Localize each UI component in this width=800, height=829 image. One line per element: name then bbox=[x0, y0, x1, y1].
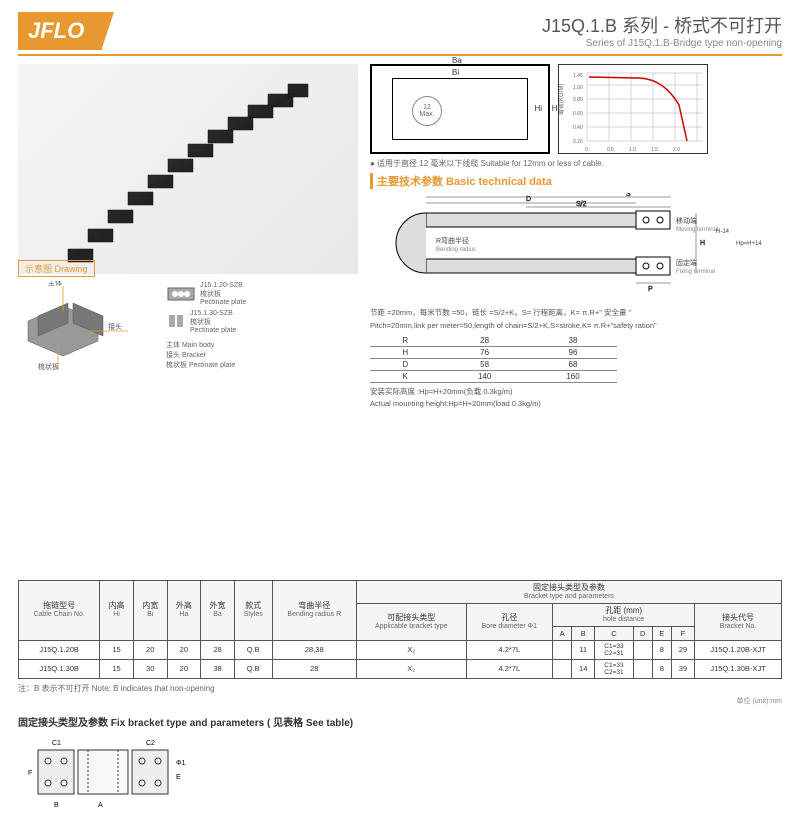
load-graph: 载荷(KG/M) 0 0.5 1.0 1.5 2.0 1.45 1.00 0.8… bbox=[558, 64, 708, 154]
pitch-en: Pitch=20mm,link per meter=50,length of c… bbox=[370, 321, 782, 331]
brand-logo: JFLO bbox=[18, 12, 102, 50]
dim-hi: Hi bbox=[534, 104, 542, 113]
svg-text:P: P bbox=[648, 286, 653, 293]
svg-text:H-14: H-14 bbox=[716, 229, 730, 235]
svg-text:Bending radius: Bending radius bbox=[436, 247, 476, 253]
title-area: J15Q.1.B 系列 - 桥式不可打开 Series of J15Q.1.B-… bbox=[542, 12, 782, 49]
svg-text:F: F bbox=[28, 770, 32, 777]
svg-text:Hp=H+14: Hp=H+14 bbox=[736, 241, 762, 247]
fix-section: 固定接头类型及参数 Fix bracket type and parameter… bbox=[18, 714, 782, 817]
svg-text:0.80: 0.80 bbox=[573, 97, 583, 103]
bracket-diagram: C1 C2 F Φ1 E A B bbox=[18, 735, 218, 815]
svg-text:0.5: 0.5 bbox=[607, 147, 614, 153]
parts-list: J15.1.20-SZB梳状板Pectinate plate J15.1.30-… bbox=[166, 282, 246, 370]
svg-text:S/2: S/2 bbox=[576, 201, 587, 208]
svg-text:H: H bbox=[700, 240, 705, 247]
svg-text:1.45: 1.45 bbox=[573, 73, 583, 79]
dim-bi: Bi bbox=[452, 68, 459, 77]
unit-note: 单位 (unit):mm bbox=[18, 696, 782, 706]
svg-text:R弯曲半径: R弯曲半径 bbox=[436, 236, 469, 245]
svg-text:固定端: 固定端 bbox=[676, 258, 697, 267]
drawing-label: 示意图 Drawing bbox=[18, 260, 95, 277]
svg-text:载荷(KG/M): 载荷(KG/M) bbox=[559, 84, 565, 115]
title-cn: J15Q.1.B 系列 - 桥式不可打开 bbox=[542, 12, 782, 38]
svg-text:1.0: 1.0 bbox=[629, 147, 636, 153]
svg-text:C2: C2 bbox=[146, 740, 155, 747]
rhd-table: R2838 H7696 D5868 K140160 bbox=[370, 335, 617, 383]
svg-text:C1: C1 bbox=[52, 740, 61, 747]
svg-text:梳状板: 梳状板 bbox=[38, 362, 59, 371]
table-row: J15Q.1.20B15202028Q.B28,38X₂4.2*7L11C1=3… bbox=[19, 640, 782, 659]
svg-text:E: E bbox=[176, 774, 181, 781]
svg-text:1.5: 1.5 bbox=[651, 147, 658, 153]
svg-text:主体: 主体 bbox=[48, 281, 62, 287]
cross-section-diagram: 12 Max. Ba Bi Ha Hi bbox=[370, 64, 550, 154]
table-row: J15Q.1.30B15302038Q.B28X₂4.2*7L14C1=33 C… bbox=[19, 659, 782, 678]
title-en: Series of J15Q.1.B-Bridge type non-openi… bbox=[542, 38, 782, 49]
footnote: 注：B 表示不可打开 Note: B indicates that non-op… bbox=[18, 683, 782, 694]
cable-note: ● 适用于直径 12 毫米以下线缆 Suitable for 12mm or l… bbox=[370, 158, 782, 169]
svg-text:2.0: 2.0 bbox=[673, 147, 680, 153]
svg-text:0.40: 0.40 bbox=[573, 125, 583, 131]
svg-text:Moving terminal: Moving terminal bbox=[676, 227, 718, 233]
page-header: JFLO J15Q.1.B 系列 - 桥式不可打开 Series of J15Q… bbox=[18, 12, 782, 56]
svg-text:0.20: 0.20 bbox=[573, 139, 583, 145]
dim-ba: Ba bbox=[452, 56, 462, 65]
drawing-box: 示意图 Drawing 主体 接头 梳状板 J15.1.20-SZB梳状板Pe bbox=[18, 260, 358, 371]
svg-text:Fixing terminal: Fixing terminal bbox=[676, 269, 715, 275]
exploded-view: 主体 接头 梳状板 bbox=[18, 281, 158, 371]
svg-text:接头: 接头 bbox=[108, 322, 122, 331]
svg-text:S: S bbox=[626, 193, 631, 198]
main-spec-table: 拖链型号Cable Chain No. 内高Hi 内宽Bi 外高Ha 外宽Ba … bbox=[18, 580, 782, 679]
chain-layout-diagram: D S S/2 H P 移动端 Moving terminal 固定端 Fixi… bbox=[370, 193, 782, 303]
mount-cn: 安装实际高度 :Hp=H+20mm(负载 0.3kg/m) bbox=[370, 387, 782, 397]
mount-en: Actual mounting height:Hp=H+20mm(load 0.… bbox=[370, 399, 782, 409]
svg-text:移动端: 移动端 bbox=[676, 216, 697, 225]
svg-text:B: B bbox=[54, 802, 59, 809]
tech-section-title: 主要技术参数 Basic technical data bbox=[370, 173, 782, 189]
product-photo bbox=[18, 64, 358, 274]
logo-wrap: JFLO bbox=[18, 12, 102, 50]
max-diameter-circle: 12 Max. bbox=[412, 96, 442, 126]
svg-text:0.60: 0.60 bbox=[573, 111, 583, 117]
diagrams-column: 12 Max. Ba Bi Ha Hi 载荷(KG/M bbox=[370, 64, 782, 412]
svg-text:1.00: 1.00 bbox=[573, 85, 583, 91]
fix-title: 固定接头类型及参数 Fix bracket type and parameter… bbox=[18, 714, 782, 729]
pitch-cn: 节距 =20mm，每米节数 =50，链长 =S/2+K，S= 行程距离，K= π… bbox=[370, 308, 782, 318]
svg-text:Φ1: Φ1 bbox=[176, 760, 186, 767]
svg-text:0: 0 bbox=[585, 147, 588, 153]
svg-text:A: A bbox=[98, 802, 103, 809]
